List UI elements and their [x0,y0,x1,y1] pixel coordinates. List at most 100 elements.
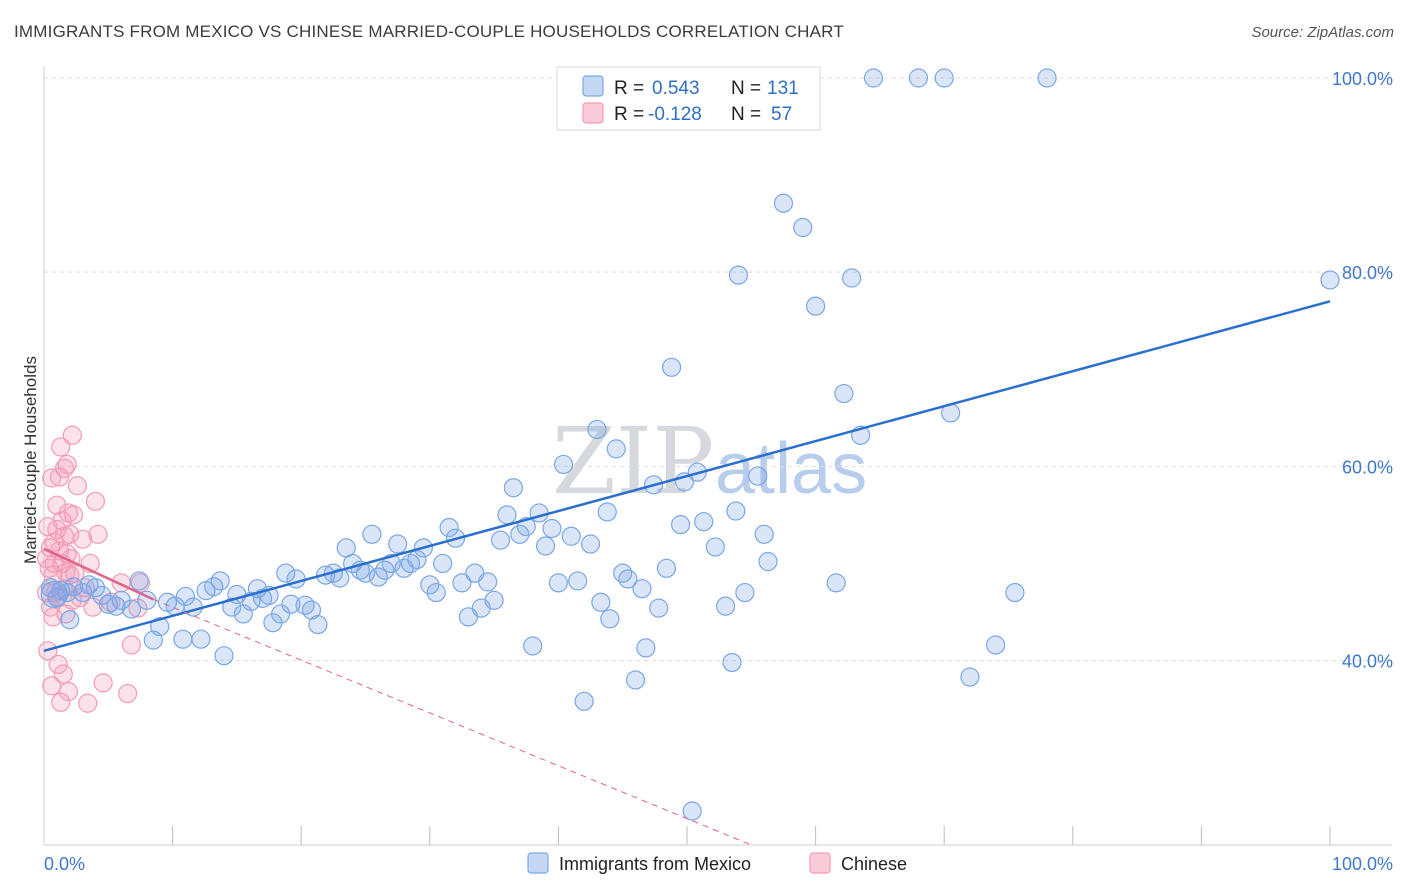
mexico-point-17 [150,616,170,637]
chinese-trend-line [43,547,154,601]
mexico-point-118 [842,268,862,288]
chinese-point-53 [121,635,142,655]
series-swatch-mexico [527,852,549,874]
mexico-point-80 [553,454,574,475]
chinese-point-49 [88,524,108,544]
mexico-point-6 [72,582,93,603]
mexico-point-105 [715,596,736,616]
legend-swatch-pink [582,102,604,124]
chinese-point-33 [58,681,79,702]
mexico-point-96 [649,598,669,618]
gridlines [44,77,1392,662]
mexico-point-101 [682,801,702,821]
mexico-point-104 [705,537,725,557]
mexico-point-23 [191,629,211,649]
mexico-point-50 [362,524,382,544]
x-tick-label-1: 100.0% [1332,854,1393,874]
mexico-point-108 [728,265,749,285]
mexico-point-10 [98,594,118,614]
mexico-point-83 [574,691,594,711]
mexico-point-27 [214,646,234,666]
chinese-point-39 [63,505,84,525]
mexico-point-93 [632,579,652,599]
mexico-point-81 [561,526,581,546]
series-legend: Immigrants from Mexico Chinese [527,852,907,874]
mexico-point-cluster [40,580,68,609]
legend-r-label-1: R = [614,78,644,99]
chinese-point-25 [53,664,73,684]
mexico-point-26 [210,571,230,591]
mexico-point-68 [478,572,498,592]
chinese-point-43 [72,529,93,549]
chinese-point-14 [47,495,67,515]
stats-legend: R = 0.543 N = 131 R = -0.128 N = 57 [556,66,821,131]
chinese-point-37 [62,425,82,445]
mexico-point-127 [934,68,954,88]
legend-r-label-2: R = [614,104,644,125]
series-label-chinese: Chinese [841,854,907,874]
mexico-point-99 [670,515,691,535]
axes [43,66,1392,846]
mexico-point-89 [606,439,626,459]
chinese-point-35 [60,524,80,544]
mexico-points [40,68,1340,821]
legend-n-label-1: N = [731,78,761,99]
mexico-point-79 [548,573,569,593]
series-swatch-chinese [809,852,831,874]
chart-source: Source: ZipAtlas.com [1251,24,1394,41]
mexico-point-98 [661,357,682,377]
x-tick-label-0: 0.0% [44,854,85,874]
chinese-point-20 [51,437,71,457]
mexico-point-94 [636,638,656,658]
mexico-point-64 [452,573,472,593]
mexico-point-20 [173,629,193,649]
mexico-point-87 [597,502,617,522]
chinese-trend-line-extended [153,598,752,846]
mexico-point-109 [735,582,755,603]
chinese-point-41 [67,476,88,496]
chart-title: IMMIGRANTS FROM MEXICO VS CHINESE MARRIE… [14,22,844,41]
chinese-point-21 [51,692,71,712]
y-tick-label-3: 100.0% [1332,69,1393,89]
mexico-point-129 [1320,270,1340,290]
mexico-point-125 [863,68,884,88]
watermark-atlas: atlas [715,429,867,509]
mexico-point-123 [1005,582,1025,603]
mexico-point-128 [1037,68,1057,88]
mexico-point-61 [433,553,453,574]
mexico-point-103 [694,512,714,532]
chinese-point-45 [78,693,98,713]
mexico-point-13 [121,599,142,619]
mexico-point-70 [490,530,511,550]
mexico-point-60 [426,582,446,603]
mexico-point-117 [834,383,854,404]
mexico-point-28 [222,597,242,617]
mexico-point-4 [60,610,80,630]
mexico-trend-line [43,300,1331,653]
mexico-point-69 [484,590,504,610]
mexico-point-92 [625,670,646,690]
mexico-point-82 [568,571,588,591]
mexico-point-91 [618,569,638,589]
chinese-point-17 [48,654,68,675]
mexico-point-116 [826,573,846,593]
legend-n-value-1: 131 [767,78,799,99]
mexico-point-114 [793,217,813,238]
chinese-point-50 [93,673,113,693]
mexico-point-54 [388,534,408,554]
mexico-point-38 [281,594,301,614]
mexico-point-42 [308,615,328,635]
legend-r-value-2: -0.128 [648,104,702,125]
legend-swatch-blue [582,75,604,97]
chinese-point-48 [85,491,106,511]
mexico-point-36 [271,604,291,624]
mexico-point-73 [510,524,530,544]
y-axis-label: Married-couple Households [21,356,40,564]
mexico-point-111 [754,524,774,544]
mexico-point-45 [330,568,350,588]
mexico-point-121 [960,667,980,687]
mexico-point-122 [986,635,1006,655]
chinese-point-30 [57,454,77,475]
mexico-point-115 [805,296,826,316]
